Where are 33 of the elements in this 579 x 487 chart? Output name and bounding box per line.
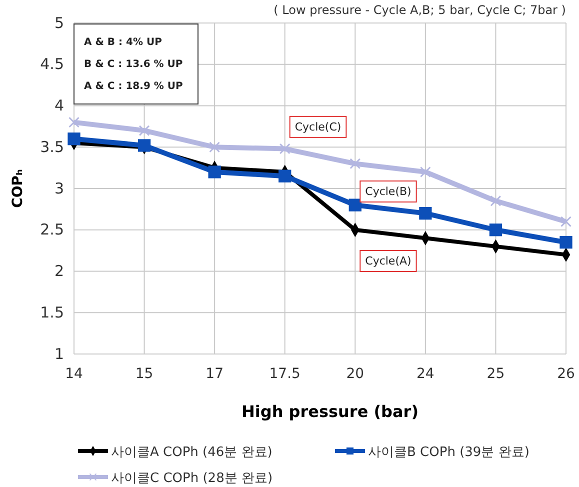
x-tick-label: 20 xyxy=(346,366,364,382)
annotation: Cycle(C) xyxy=(294,120,342,134)
x-tick-label: 17.5 xyxy=(269,366,300,382)
annotation: Cycle(B) xyxy=(365,184,412,198)
label-box: Cycle(B) xyxy=(360,180,417,202)
label-box: Cycle(C) xyxy=(289,116,347,138)
x-tick-label: 26 xyxy=(557,366,575,382)
annotation: Cycle(A) xyxy=(365,254,412,268)
legend-label: 사이클C COPh (28분 완료) xyxy=(111,471,273,486)
x-tick-label: 24 xyxy=(416,366,434,382)
legend-label: 사이클A COPh (46분 완료) xyxy=(111,445,272,460)
note-box: A & B : 4% UP B & C : 13.6 % UP A & C : 18.9 % UP xyxy=(74,24,198,104)
y-tick-label: 1.5 xyxy=(40,303,64,322)
annotation: B & C : 13.6 % UP xyxy=(84,59,183,70)
y-tick-label: 2 xyxy=(54,262,64,280)
y-tick-label: 5 xyxy=(54,14,64,32)
annotation: A & B : 4% UP xyxy=(84,37,162,48)
y-tick-label: 3 xyxy=(54,179,64,198)
y-tick-label: 1 xyxy=(54,344,64,363)
y-tick-label: 3.5 xyxy=(40,138,64,156)
y-tick-label: 2.5 xyxy=(40,220,64,239)
x-tick-label: 25 xyxy=(486,366,505,382)
x-tick-label: 17 xyxy=(206,366,224,382)
x-axis-title: High pressure (bar) xyxy=(242,402,418,421)
annotation: A & C : 18.9 % UP xyxy=(84,81,183,92)
y-tick-label: 4 xyxy=(54,96,64,115)
y-axis-title: COPₕ xyxy=(10,169,26,208)
label-box: Cycle(A) xyxy=(360,250,417,272)
y-tick-label: 4.5 xyxy=(40,55,64,74)
legend-label: 사이클B COPh (39분 완료) xyxy=(368,445,530,460)
chart-subtitle: ( Low pressure - Cycle A,B; 5 bar, Cycle C; 7bar ) xyxy=(274,3,566,17)
x-tick-label: 15 xyxy=(135,366,154,382)
x-tick-label: 14 xyxy=(65,366,83,382)
